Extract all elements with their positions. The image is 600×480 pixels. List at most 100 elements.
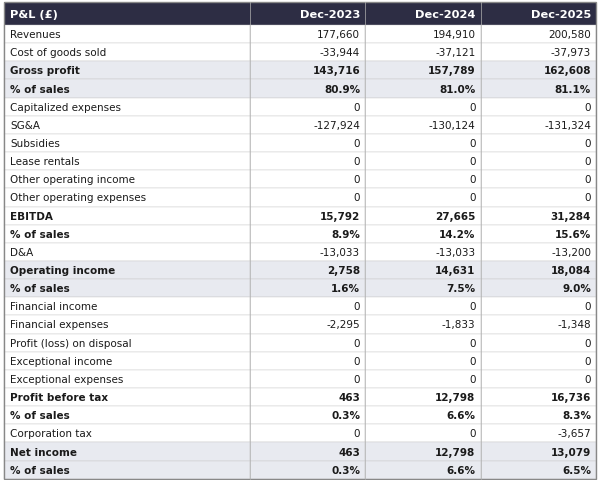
Bar (481, 406, 596, 424)
Bar (4, 153, 250, 171)
Bar (250, 225, 365, 243)
Text: 177,660: 177,660 (317, 30, 360, 40)
Text: 0: 0 (353, 193, 360, 203)
Bar (481, 424, 596, 443)
Bar (365, 207, 481, 225)
Bar (250, 262, 365, 279)
Text: Exceptional income: Exceptional income (10, 356, 112, 366)
Text: 80.9%: 80.9% (324, 84, 360, 95)
Bar (250, 44, 365, 62)
Bar (481, 171, 596, 189)
Text: -37,121: -37,121 (436, 48, 476, 58)
Bar (4, 316, 250, 334)
Text: 0: 0 (584, 338, 591, 348)
Text: 16,736: 16,736 (551, 392, 591, 402)
Bar (365, 388, 481, 406)
Bar (4, 3, 250, 26)
Bar (4, 207, 250, 225)
Text: 81.0%: 81.0% (439, 84, 476, 95)
Bar (481, 207, 596, 225)
Text: 0: 0 (469, 302, 476, 312)
Text: 15.6%: 15.6% (555, 229, 591, 239)
Bar (365, 134, 481, 153)
Text: Operating income: Operating income (10, 265, 115, 276)
Text: 0: 0 (469, 157, 476, 167)
Bar (4, 44, 250, 62)
Text: 463: 463 (338, 446, 360, 456)
Bar (481, 80, 596, 98)
Bar (250, 370, 365, 388)
Text: 0: 0 (353, 302, 360, 312)
Text: % of sales: % of sales (10, 84, 70, 95)
Text: 1.6%: 1.6% (331, 284, 360, 294)
Bar (250, 461, 365, 479)
Text: D&A: D&A (10, 247, 33, 257)
Text: 0: 0 (353, 356, 360, 366)
Bar (4, 424, 250, 443)
Text: 0.3%: 0.3% (331, 410, 360, 420)
Text: 0: 0 (584, 374, 591, 384)
Text: -33,944: -33,944 (320, 48, 360, 58)
Text: 143,716: 143,716 (313, 66, 360, 76)
Text: 0: 0 (584, 356, 591, 366)
Text: 200,580: 200,580 (548, 30, 591, 40)
Text: 15,792: 15,792 (320, 211, 360, 221)
Bar (481, 44, 596, 62)
Bar (4, 279, 250, 298)
Text: 0: 0 (469, 356, 476, 366)
Text: 0: 0 (353, 139, 360, 149)
Bar (250, 388, 365, 406)
Text: 6.5%: 6.5% (562, 465, 591, 475)
Text: 162,608: 162,608 (544, 66, 591, 76)
Text: 0: 0 (469, 139, 476, 149)
Bar (4, 117, 250, 134)
Bar (365, 461, 481, 479)
Text: Corporation tax: Corporation tax (10, 429, 92, 438)
Text: 0: 0 (584, 302, 591, 312)
Bar (4, 443, 250, 461)
Bar (250, 316, 365, 334)
Text: 8.3%: 8.3% (562, 410, 591, 420)
Bar (4, 62, 250, 80)
Text: 18,084: 18,084 (551, 265, 591, 276)
Text: Dec-2023: Dec-2023 (300, 10, 360, 20)
Bar (4, 225, 250, 243)
Bar (481, 298, 596, 316)
Bar (4, 352, 250, 370)
Text: -13,033: -13,033 (436, 247, 476, 257)
Bar (481, 352, 596, 370)
Text: 0: 0 (584, 102, 591, 112)
Text: -13,033: -13,033 (320, 247, 360, 257)
Bar (481, 62, 596, 80)
Text: 463: 463 (338, 392, 360, 402)
Text: -1,348: -1,348 (557, 320, 591, 330)
Bar (4, 334, 250, 352)
Bar (481, 26, 596, 44)
Text: -13,200: -13,200 (551, 247, 591, 257)
Text: Other operating expenses: Other operating expenses (10, 193, 146, 203)
Bar (4, 26, 250, 44)
Bar (250, 334, 365, 352)
Text: % of sales: % of sales (10, 284, 70, 294)
Bar (481, 225, 596, 243)
Text: 14,631: 14,631 (435, 265, 476, 276)
Bar (4, 189, 250, 207)
Text: Financial expenses: Financial expenses (10, 320, 109, 330)
Bar (4, 262, 250, 279)
Text: Profit (loss) on disposal: Profit (loss) on disposal (10, 338, 131, 348)
Bar (250, 298, 365, 316)
Text: 194,910: 194,910 (433, 30, 476, 40)
Text: 0: 0 (584, 175, 591, 185)
Bar (4, 461, 250, 479)
Text: Dec-2025: Dec-2025 (531, 10, 591, 20)
Text: 0: 0 (353, 338, 360, 348)
Text: % of sales: % of sales (10, 465, 70, 475)
Text: Net income: Net income (10, 446, 77, 456)
Bar (481, 117, 596, 134)
Text: -127,924: -127,924 (313, 120, 360, 131)
Text: 14.2%: 14.2% (439, 229, 476, 239)
Bar (365, 243, 481, 262)
Bar (481, 316, 596, 334)
Bar (250, 3, 365, 26)
Text: -3,657: -3,657 (557, 429, 591, 438)
